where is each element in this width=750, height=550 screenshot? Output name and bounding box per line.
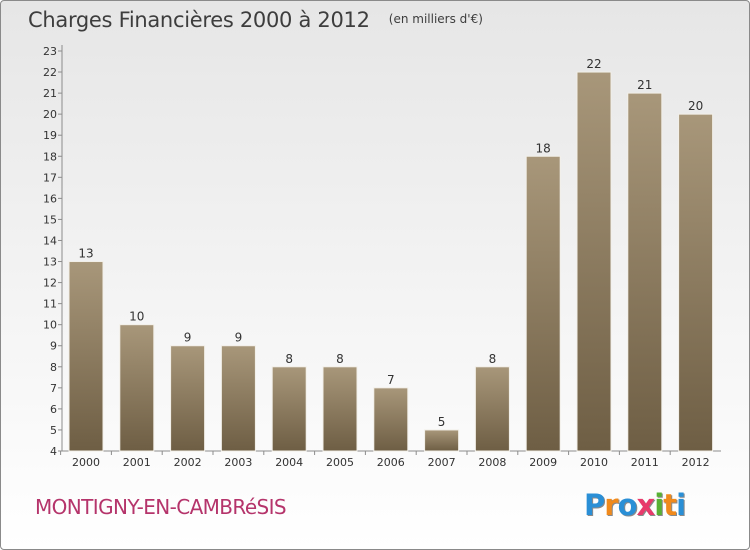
bar	[424, 429, 460, 452]
x-tick-label: 2008	[478, 456, 506, 469]
y-tick-label: 4	[50, 445, 57, 458]
logo-letter: o	[617, 488, 638, 522]
y-tick-label: 14	[43, 234, 57, 247]
data-label: 18	[536, 141, 551, 155]
bar	[678, 113, 714, 452]
logo-letter: i	[654, 488, 664, 522]
x-tick-label: 2006	[377, 456, 405, 469]
data-label: 10	[129, 310, 144, 324]
y-tick-label: 19	[43, 129, 57, 142]
y-tick-label: 22	[43, 66, 57, 79]
logo-letter: r	[604, 488, 618, 522]
bar	[474, 366, 510, 452]
commune-name: MONTIGNY-EN-CAMBRéSIS	[35, 495, 287, 519]
x-tick-label: 2000	[72, 456, 100, 469]
data-label: 5	[438, 415, 446, 429]
x-tick-label: 2001	[123, 456, 151, 469]
x-tick-label: 2009	[529, 456, 557, 469]
y-tick-label: 15	[43, 213, 57, 226]
chart-subtitle: (en milliers d'€)	[388, 12, 483, 26]
bar	[170, 345, 206, 452]
y-tick-label: 5	[50, 424, 57, 437]
x-tick-label: 2003	[224, 456, 252, 469]
data-label: 22	[586, 57, 601, 71]
data-label: 9	[184, 331, 192, 345]
data-label: 13	[78, 247, 93, 261]
chart-title: Charges Financières 2000 à 2012	[28, 8, 370, 32]
y-tick-label: 8	[50, 361, 57, 374]
x-tick-label: 2005	[326, 456, 354, 469]
y-tick-label: 18	[43, 150, 57, 163]
y-tick-label: 17	[43, 171, 57, 184]
bar	[220, 345, 256, 452]
data-label: 8	[489, 352, 497, 366]
x-tick-label: 2007	[428, 456, 456, 469]
bar	[373, 387, 409, 452]
x-tick-label: 2010	[580, 456, 608, 469]
bar	[119, 324, 155, 452]
bar	[68, 261, 104, 452]
x-tick-label: 2012	[682, 456, 710, 469]
y-tick-label: 12	[43, 277, 57, 290]
bar	[525, 155, 561, 452]
bar	[322, 366, 358, 452]
y-tick-label: 20	[43, 108, 57, 121]
y-tick-label: 10	[43, 319, 57, 332]
data-label: 21	[637, 78, 652, 92]
logo-letter: i	[676, 488, 686, 522]
bars: 13 10 9 9 8 8 7 5 8 18 22 21 20	[68, 57, 714, 452]
title-row: Charges Financières 2000 à 2012 (en mill…	[28, 8, 483, 32]
y-tick-label: 11	[43, 298, 57, 311]
bar	[271, 366, 307, 452]
proxiti-logo: Proxiti	[584, 488, 686, 522]
data-label: 8	[336, 352, 344, 366]
logo-letter: x	[636, 488, 656, 522]
axes: 4 5 6 7 8 9 10 11 12 13 14 15 16 17 18 19 20 21 22 23 2000 20…	[43, 45, 721, 469]
logo-letter: t	[663, 488, 677, 522]
x-tick-label: 2004	[275, 456, 303, 469]
logo-letter: P	[584, 488, 605, 522]
x-tick-label: 2011	[631, 456, 659, 469]
bar	[627, 92, 663, 452]
data-label: 20	[688, 99, 703, 113]
x-tick-label: 2002	[174, 456, 202, 469]
y-tick-label: 9	[50, 340, 57, 353]
y-tick-label: 7	[50, 382, 57, 395]
y-tick-label: 23	[43, 45, 57, 58]
data-label: 9	[235, 331, 243, 345]
y-tick-label: 6	[50, 403, 57, 416]
data-label: 7	[387, 373, 395, 387]
bar	[576, 71, 612, 452]
y-tick-label: 13	[43, 256, 57, 269]
y-tick-label: 16	[43, 192, 57, 205]
data-label: 8	[285, 352, 293, 366]
y-tick-label: 21	[43, 87, 57, 100]
